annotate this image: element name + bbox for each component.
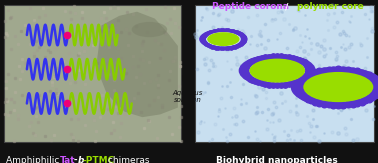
Polygon shape bbox=[96, 12, 178, 117]
Circle shape bbox=[291, 67, 378, 108]
Text: Amphiphilic: Amphiphilic bbox=[6, 156, 62, 163]
Circle shape bbox=[207, 32, 240, 46]
Circle shape bbox=[249, 59, 305, 83]
Circle shape bbox=[132, 22, 167, 37]
Text: Biohybrid nanoparticles: Biohybrid nanoparticles bbox=[216, 156, 338, 163]
Text: b: b bbox=[78, 156, 84, 163]
Circle shape bbox=[306, 73, 371, 101]
Text: Peptide corona: Peptide corona bbox=[212, 2, 290, 11]
Text: polymer core: polymer core bbox=[297, 2, 364, 11]
Circle shape bbox=[199, 29, 248, 50]
Text: chimeras: chimeras bbox=[105, 156, 149, 163]
Bar bbox=[195, 5, 374, 142]
Text: Aqueous
solution: Aqueous solution bbox=[173, 90, 203, 103]
Text: -PTMC: -PTMC bbox=[82, 156, 115, 163]
Circle shape bbox=[239, 54, 316, 87]
Circle shape bbox=[249, 59, 305, 83]
Text: -: - bbox=[73, 156, 77, 163]
Bar bbox=[4, 5, 181, 142]
Circle shape bbox=[206, 32, 241, 47]
Circle shape bbox=[304, 72, 373, 102]
Text: /: / bbox=[282, 2, 291, 11]
Circle shape bbox=[303, 72, 373, 102]
Text: Tat: Tat bbox=[60, 156, 76, 163]
Circle shape bbox=[251, 59, 304, 82]
Circle shape bbox=[207, 32, 240, 46]
